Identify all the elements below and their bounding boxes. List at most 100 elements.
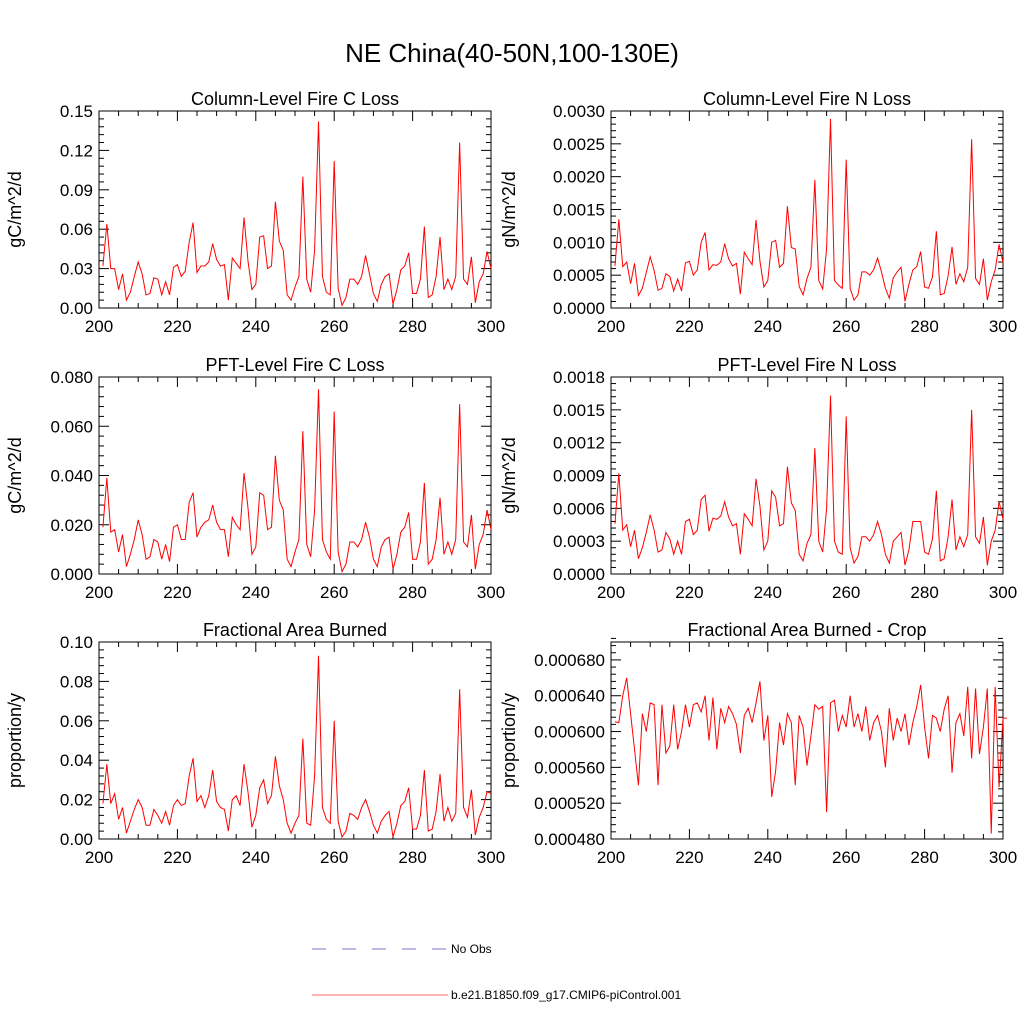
series-line — [102, 121, 492, 307]
panel-title: Fractional Area Burned - Crop — [687, 620, 926, 640]
y-tick-label: 0.000640 — [534, 687, 605, 706]
x-tick-label: 300 — [477, 583, 505, 602]
x-tick-label: 220 — [163, 583, 191, 602]
series-line — [102, 389, 492, 574]
x-tick-label: 260 — [832, 583, 860, 602]
y-tick-label: 0.0015 — [553, 401, 605, 420]
y-tick-label: 0.0012 — [553, 434, 605, 453]
y-tick-label: 0.000520 — [534, 794, 605, 813]
panel-title: Column-Level Fire N Loss — [703, 89, 911, 109]
x-tick-label: 300 — [989, 583, 1017, 602]
y-tick-label: 0.000 — [50, 565, 93, 584]
panel-title: PFT-Level Fire N Loss — [717, 355, 896, 375]
x-tick-label: 260 — [832, 317, 860, 336]
y-tick-label: 0.0003 — [553, 532, 605, 551]
figure-title: NE China(40-50N,100-130E) — [345, 38, 679, 68]
y-tick-label: 0.000680 — [534, 651, 605, 670]
y-tick-label: 0.0010 — [553, 233, 605, 252]
legend-obs-label: No Obs — [451, 942, 492, 956]
y-tick-label: 0.04 — [60, 751, 93, 770]
x-tick-label: 300 — [477, 848, 505, 867]
x-tick-label: 260 — [832, 848, 860, 867]
y-tick-label: 0.03 — [60, 260, 93, 279]
y-tick-label: 0.12 — [60, 141, 93, 160]
x-tick-label: 260 — [320, 848, 348, 867]
panel-grid: Column-Level Fire C Loss gC/m^2/d 200 220 24… — [5, 89, 1017, 867]
x-tick-label: 200 — [85, 848, 113, 867]
x-tick-label: 300 — [989, 317, 1017, 336]
y-tick-label: 0.000560 — [534, 758, 605, 777]
x-tick-label: 280 — [398, 317, 426, 336]
x-tick-label: 220 — [675, 583, 703, 602]
x-tick-label: 220 — [163, 317, 191, 336]
x-tick-label: 200 — [597, 317, 625, 336]
x-tick-label: 200 — [597, 583, 625, 602]
series-line — [614, 118, 1004, 302]
y-tick-label: 0.15 — [60, 102, 93, 121]
y-tick-label: 0.00 — [60, 299, 93, 318]
panel-3: PFT-Level Fire C Loss gC/m^2/d 200 220 240 26… — [5, 355, 505, 602]
x-tick-label: 200 — [597, 848, 625, 867]
x-tick-label: 300 — [989, 848, 1017, 867]
x-tick-label: 240 — [754, 583, 782, 602]
y-tick-label: 0.0009 — [553, 467, 605, 486]
y-tick-label: 0.000480 — [534, 830, 605, 849]
panel-title: Fractional Area Burned — [203, 620, 387, 640]
y-tick-label: 0.080 — [50, 368, 93, 387]
y-tick-label: 0.00 — [60, 830, 93, 849]
y-tick-label: 0.0020 — [553, 168, 605, 187]
x-tick-label: 240 — [242, 583, 270, 602]
x-tick-label: 240 — [242, 848, 270, 867]
y-tick-label: 0.0015 — [553, 201, 605, 220]
panel-2: Column-Level Fire N Loss gN/m^2/d 200 220 24… — [499, 89, 1017, 336]
x-tick-label: 280 — [398, 583, 426, 602]
y-tick-label: 0.040 — [50, 467, 93, 486]
y-tick-label: 0.020 — [50, 516, 93, 535]
y-tick-label: 0.0030 — [553, 102, 605, 121]
y-tick-label: 0.0000 — [553, 565, 605, 584]
y-tick-label: 0.10 — [60, 633, 93, 652]
x-tick-label: 200 — [85, 317, 113, 336]
panel-4: PFT-Level Fire N Loss gN/m^2/d 200 220 240 26… — [499, 355, 1017, 602]
panel-1: Column-Level Fire C Loss gC/m^2/d 200 220 24… — [5, 89, 505, 336]
y-tick-label: 0.0025 — [553, 135, 605, 154]
x-tick-label: 260 — [320, 583, 348, 602]
series-line — [614, 395, 1004, 566]
y-axis-label: gN/m^2/d — [499, 171, 519, 247]
x-tick-label: 280 — [910, 317, 938, 336]
y-tick-label: 0.09 — [60, 181, 93, 200]
plot-frame — [610, 641, 1004, 840]
plot-frame — [98, 376, 492, 575]
panel-5: Fractional Area Burned proportion/y 200 220… — [5, 620, 505, 867]
y-tick-label: 0.060 — [50, 417, 93, 436]
y-tick-label: 0.0018 — [553, 368, 605, 387]
y-axis-label: gN/m^2/d — [499, 437, 519, 513]
y-tick-label: 0.000600 — [534, 723, 605, 742]
x-tick-label: 240 — [242, 317, 270, 336]
y-tick-label: 0.0005 — [553, 266, 605, 285]
x-tick-label: 220 — [675, 317, 703, 336]
legend: No Obs b.e21.B1850.f09_g17.CMIP6-piContr… — [312, 942, 681, 1002]
x-tick-label: 300 — [477, 317, 505, 336]
x-tick-label: 280 — [398, 848, 426, 867]
y-tick-label: 0.02 — [60, 791, 93, 810]
y-tick-label: 0.0006 — [553, 499, 605, 518]
legend-model-label: b.e21.B1850.f09_g17.CMIP6-piControl.001 — [451, 988, 681, 1002]
series-line — [614, 677, 1007, 834]
panel-title: Column-Level Fire C Loss — [191, 89, 399, 109]
x-tick-label: 240 — [754, 848, 782, 867]
x-tick-label: 260 — [320, 317, 348, 336]
x-tick-label: 220 — [675, 848, 703, 867]
x-tick-label: 240 — [754, 317, 782, 336]
y-tick-label: 0.08 — [60, 672, 93, 691]
y-tick-label: 0.0000 — [553, 299, 605, 318]
y-axis-label: gC/m^2/d — [5, 171, 25, 247]
plot-frame — [98, 110, 492, 309]
panel-title: PFT-Level Fire C Loss — [205, 355, 384, 375]
x-tick-label: 200 — [85, 583, 113, 602]
x-tick-label: 220 — [163, 848, 191, 867]
panel-6: Fractional Area Burned - Crop proportion/… — [499, 620, 1017, 867]
x-tick-label: 280 — [910, 848, 938, 867]
y-axis-label: gC/m^2/d — [5, 437, 25, 513]
